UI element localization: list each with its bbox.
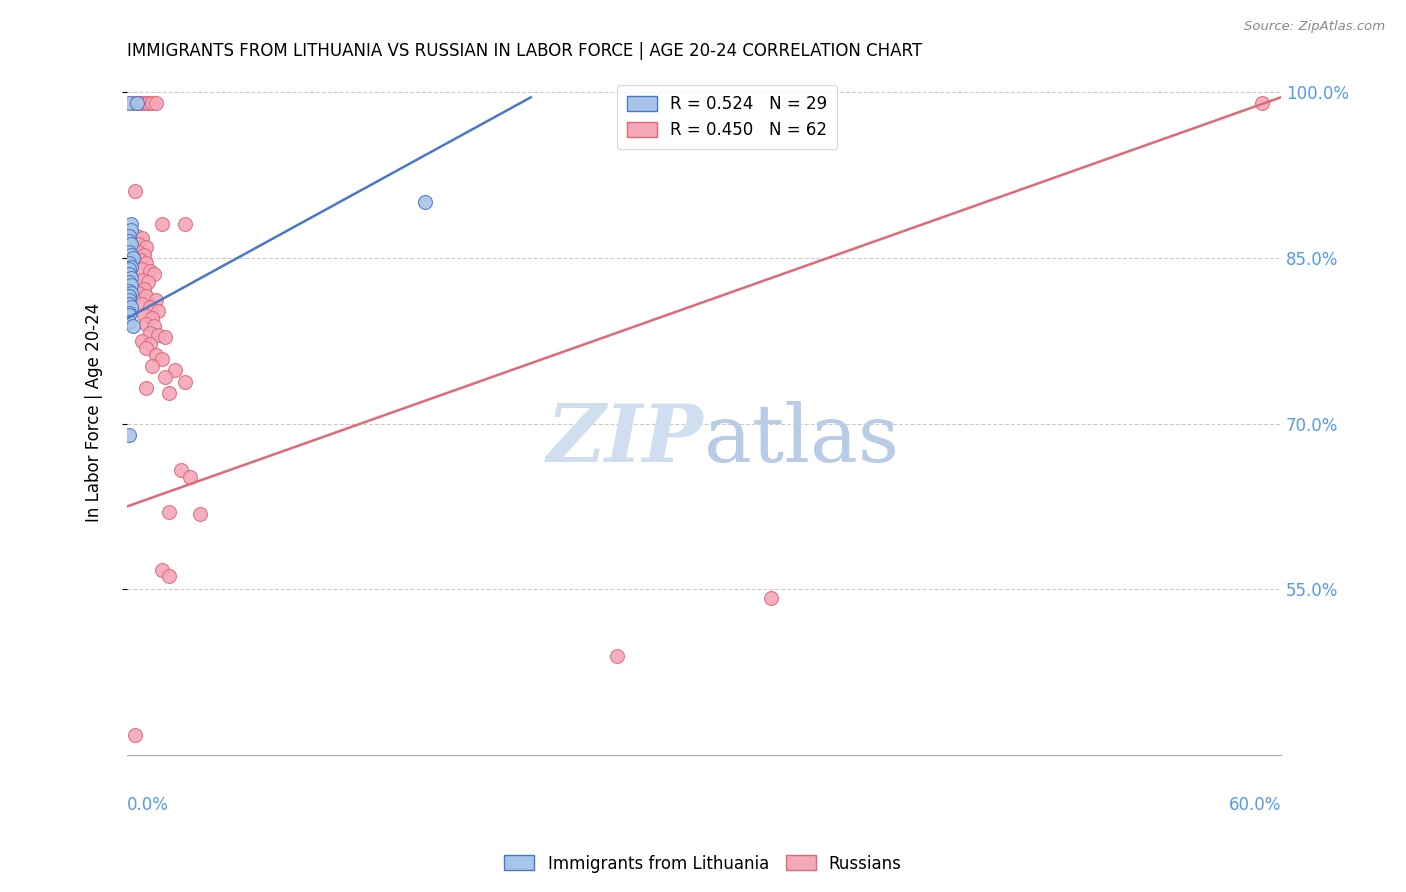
Point [139, 326, 162, 340]
Point [131, 297, 153, 311]
Point [118, 315, 141, 329]
Point [146, 303, 169, 318]
Point [118, 95, 141, 110]
Text: atlas: atlas [704, 401, 898, 479]
Point [139, 264, 162, 278]
Point [142, 267, 165, 281]
Point [135, 95, 157, 110]
Point [125, 228, 148, 243]
Point [145, 348, 167, 362]
Point [120, 223, 142, 237]
Point [155, 370, 177, 384]
Text: Source: ZipAtlas.com: Source: ZipAtlas.com [1244, 20, 1385, 33]
Point [141, 359, 163, 373]
Point [163, 363, 186, 377]
Point [135, 239, 157, 253]
Point [157, 385, 180, 400]
Point [118, 297, 141, 311]
Point [135, 256, 157, 270]
Point [139, 337, 162, 351]
Point [413, 195, 436, 210]
Text: 60.0%: 60.0% [1229, 797, 1281, 814]
Point [150, 563, 173, 577]
Point [135, 342, 157, 356]
Point [118, 234, 141, 248]
Text: IMMIGRANTS FROM LITHUANIA VS RUSSIAN IN LABOR FORCE | AGE 20-24 CORRELATION CHAR: IMMIGRANTS FROM LITHUANIA VS RUSSIAN IN … [127, 42, 922, 60]
Point [120, 260, 142, 274]
Point [121, 251, 143, 265]
Point [139, 301, 162, 315]
Legend: Immigrants from Lithuania, Russians: Immigrants from Lithuania, Russians [498, 848, 908, 880]
Point [135, 381, 157, 395]
Point [179, 469, 201, 483]
Point [157, 569, 180, 583]
Point [606, 783, 628, 797]
Point [134, 308, 156, 322]
Point [155, 330, 177, 344]
Point [135, 317, 157, 331]
Point [157, 505, 180, 519]
Point [1250, 95, 1272, 110]
Point [131, 261, 153, 276]
Point [135, 289, 157, 303]
Text: 0.0%: 0.0% [127, 797, 169, 814]
Point [118, 427, 141, 442]
Point [118, 289, 141, 303]
Point [124, 184, 146, 198]
Point [131, 334, 153, 348]
Point [173, 218, 195, 232]
Point [118, 256, 141, 270]
Point [118, 261, 141, 276]
Point [129, 252, 152, 267]
Point [120, 301, 142, 315]
Point [188, 508, 211, 522]
Point [118, 228, 141, 243]
Point [131, 273, 153, 287]
Point [121, 319, 143, 334]
Point [118, 284, 141, 298]
Point [136, 275, 159, 289]
Legend: R = 0.524   N = 29, R = 0.450   N = 62: R = 0.524 N = 29, R = 0.450 N = 62 [617, 85, 837, 149]
Point [145, 95, 167, 110]
Point [134, 248, 156, 262]
Point [125, 95, 148, 110]
Text: ZIP: ZIP [547, 401, 704, 479]
Point [606, 648, 628, 663]
Point [127, 237, 149, 252]
Point [145, 293, 167, 307]
Point [120, 248, 142, 262]
Point [118, 308, 141, 322]
Point [141, 311, 163, 326]
Point [118, 267, 141, 281]
Point [120, 218, 142, 232]
Point [173, 375, 195, 389]
Point [124, 728, 146, 742]
Point [121, 95, 143, 110]
Y-axis label: In Labor Force | Age 20-24: In Labor Force | Age 20-24 [86, 303, 103, 522]
Point [118, 275, 141, 289]
Point [120, 270, 142, 285]
Point [118, 245, 141, 260]
Point [131, 231, 153, 245]
Point [150, 218, 173, 232]
Point [170, 463, 193, 477]
Point [761, 591, 783, 606]
Point [120, 278, 142, 293]
Point [118, 306, 141, 320]
Point [141, 95, 163, 110]
Point [120, 237, 142, 252]
Point [136, 95, 159, 110]
Point [125, 95, 148, 110]
Point [146, 328, 169, 343]
Point [118, 293, 141, 307]
Point [142, 319, 165, 334]
Point [120, 286, 142, 301]
Point [131, 95, 153, 110]
Point [127, 245, 149, 260]
Point [134, 282, 156, 296]
Point [129, 95, 152, 110]
Point [127, 286, 149, 301]
Point [150, 352, 173, 367]
